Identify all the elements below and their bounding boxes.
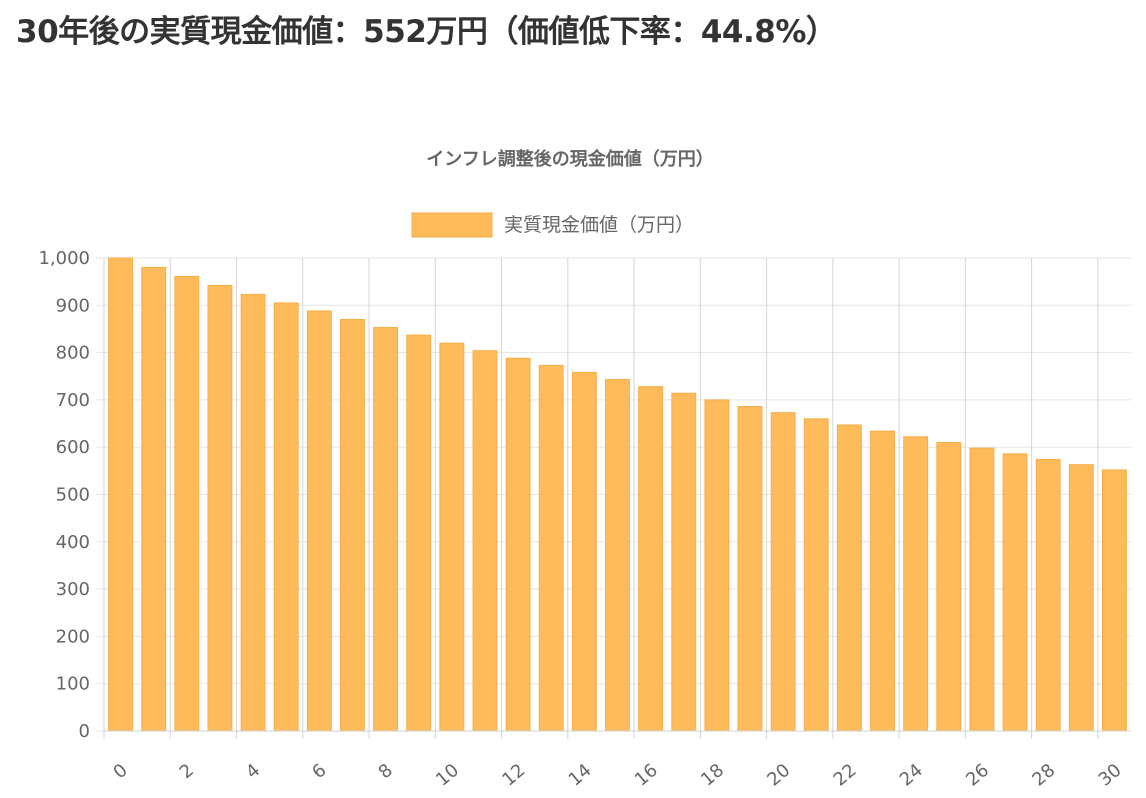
x-tick-label: 24 [896,760,927,791]
y-tick-label: 500 [56,485,90,506]
bar [240,293,266,732]
bar [1002,453,1028,732]
y-tick-label: 800 [56,343,90,364]
legend-label: 実質現金価値（万円） [504,214,694,236]
x-tick-label: 22 [830,760,861,791]
bar [340,318,365,732]
bar [273,302,299,732]
bar [571,371,597,732]
bar [803,418,829,732]
bar [770,412,796,732]
bar [472,350,498,732]
legend-swatch [411,212,493,238]
x-tick-label: 26 [962,760,993,791]
bar [903,436,929,732]
x-tick-label: 20 [763,760,794,791]
bar [836,424,862,732]
x-tick-label: 10 [432,760,463,791]
bar [373,327,399,732]
bar [870,430,895,732]
x-tick-label: 8 [375,760,397,783]
x-tick-label: 16 [631,760,662,791]
bar [141,266,167,732]
bar [638,386,664,732]
x-tick-label: 4 [242,760,264,783]
y-tick-label: 100 [56,674,90,695]
y-tick-label: 200 [56,626,90,647]
legend[interactable]: 実質現金価値（万円） [411,212,694,238]
bar [306,310,332,732]
y-tick-label: 900 [56,295,90,316]
bar [737,406,763,732]
y-tick-label: 300 [56,579,90,600]
chart-title: インフレ調整後の現金価値（万円） [426,148,713,170]
bar [1102,469,1127,732]
x-tick-label: 0 [110,760,132,783]
bar [969,447,995,732]
x-tick-label: 30 [1095,760,1126,791]
x-tick-label: 2 [176,760,198,783]
x-tick-label: 28 [1028,760,1059,791]
x-tick-label: 6 [308,760,330,783]
bar [174,275,200,732]
bar [439,342,465,732]
y-tick-label: 1,000 [38,248,90,269]
bar [1035,458,1061,732]
y-tick-label: 0 [79,721,90,742]
bar [671,392,697,732]
bars [108,257,1127,732]
x-tick-label: 18 [697,760,728,791]
y-tick-label: 400 [56,532,90,553]
bar [207,284,233,732]
bar [936,441,962,732]
x-tick-label: 14 [565,760,596,791]
bar [505,357,531,732]
y-tick-label: 700 [56,390,90,411]
x-tick-label: 12 [498,760,529,791]
bar [406,334,432,732]
bar [704,399,730,732]
page-title: 30年後の実質現金価値：552万円（価値低下率：44.8%） [16,14,837,50]
grid [96,257,1131,739]
bar [538,364,564,732]
bar [605,379,630,732]
y-tick-label: 600 [56,437,90,458]
bar [1068,464,1094,732]
bar [108,257,133,732]
